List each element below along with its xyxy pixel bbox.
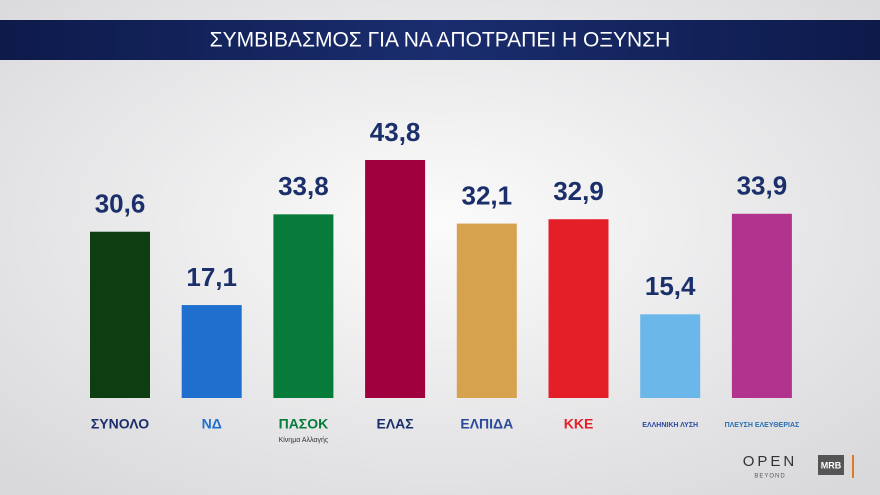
bar	[640, 314, 701, 398]
bar	[365, 160, 426, 398]
bar	[181, 305, 242, 398]
bar	[273, 214, 334, 398]
category-label: ΚΚΕ	[564, 416, 594, 432]
brand-sub: BEYOND	[754, 474, 785, 480]
category-label: ΕΛΛΗΝΙΚΗ ΛΥΣΗ	[642, 422, 698, 429]
value-label: 32,9	[553, 176, 604, 206]
source-box	[818, 455, 844, 475]
value-label: 43,8	[370, 117, 421, 147]
category-label: ΠΛΕΥΣΗ ΕΛΕΥΘΕΡΙΑΣ	[725, 422, 800, 429]
title-bar	[0, 20, 880, 60]
bar	[456, 223, 517, 398]
category-label: ΝΔ	[202, 416, 222, 432]
bar	[548, 219, 609, 398]
value-label: 33,9	[737, 171, 788, 201]
category-label: ΠΑΣΟΚ	[279, 416, 329, 432]
bar	[731, 213, 792, 398]
value-label: 15,4	[645, 271, 696, 301]
source: MRB	[821, 460, 842, 470]
brand: OPEN	[743, 453, 798, 470]
category-label: ΣΥΝΟΛΟ	[91, 416, 149, 432]
category-label: ΕΛΠΙΔΑ	[460, 416, 513, 432]
category-note: Κίνημα Αλλαγής	[279, 436, 329, 444]
value-label: 17,1	[186, 262, 237, 292]
value-label: 32,1	[461, 180, 512, 210]
value-label: 33,8	[278, 171, 329, 201]
chart-title: ΣΥΜΒΙΒΑΣΜΟΣ ΓΙΑ ΝΑ ΑΠΟΤΡΑΠΕΙ Η ΟΞΥΝΣΗ	[210, 29, 671, 52]
value-label: 30,6	[95, 189, 146, 219]
category-label: ΕΛΑΣ	[377, 416, 414, 432]
bar	[90, 231, 150, 398]
